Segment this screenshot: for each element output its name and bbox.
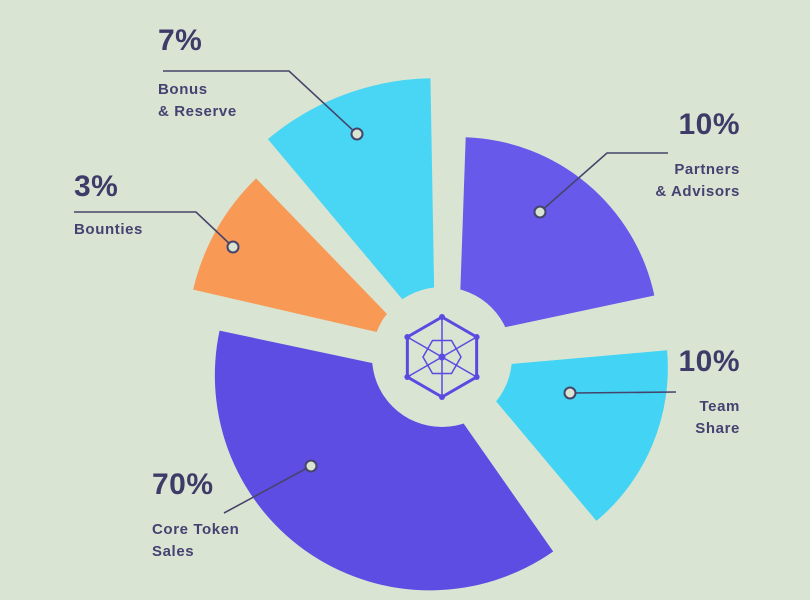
dot-partners-advisors	[533, 205, 547, 219]
dot-team-share	[563, 386, 577, 400]
name-partners-advisors: Partners & Advisors	[655, 161, 740, 200]
leader-bonus-reserve	[163, 70, 358, 135]
logo-inner-hexagon	[422, 339, 462, 375]
slice-bounties	[193, 178, 413, 341]
label-bounties: 3% Bounties	[74, 170, 143, 241]
logo-vertex-dot	[473, 374, 480, 380]
name-team-share: Team Share	[695, 398, 740, 437]
dot-bounties	[226, 240, 240, 254]
pct-partners-advisors: 10%	[678, 108, 740, 141]
name-bonus-reserve: Bonus & Reserve	[158, 81, 237, 120]
pct-core-token-sales: 70%	[152, 468, 214, 501]
dot-bonus-reserve	[350, 127, 364, 141]
logo-spoke	[406, 356, 443, 378]
leader-core-token-sales	[223, 466, 310, 514]
pct-bounties: 3%	[74, 170, 119, 203]
label-team-share: 10% Team Share	[678, 345, 740, 440]
name-core-token-sales: Core Token Sales	[152, 521, 240, 560]
label-core-token-sales: 70% Core Token Sales	[152, 468, 239, 563]
logo-vertex-dot	[439, 314, 445, 320]
logo-center-dot	[438, 353, 446, 361]
pct-bonus-reserve: 7%	[158, 24, 203, 57]
logo-spoke	[441, 336, 478, 358]
logo-spoke	[441, 356, 478, 378]
slice-core-token-sales	[214, 330, 554, 591]
logo-vertex-dot	[404, 334, 411, 340]
logo-vertex-dot	[439, 394, 445, 400]
logo-vertex-dot	[404, 374, 411, 380]
logo-spoke	[406, 336, 443, 358]
leader-partners-advisors	[539, 152, 668, 213]
leader-bounties	[74, 211, 234, 248]
slice-partners-advisors	[458, 137, 655, 338]
pct-team-share: 10%	[678, 345, 740, 378]
name-bounties: Bounties	[74, 221, 143, 238]
label-bonus-reserve: 7% Bonus & Reserve	[158, 24, 237, 123]
slice-bonus-reserve	[267, 78, 435, 339]
logo-vertex-dot	[473, 334, 480, 340]
label-partners-advisors: 10% Partners & Advisors	[655, 108, 740, 203]
leader-team-share	[571, 391, 677, 394]
dot-core-token-sales	[304, 459, 318, 473]
